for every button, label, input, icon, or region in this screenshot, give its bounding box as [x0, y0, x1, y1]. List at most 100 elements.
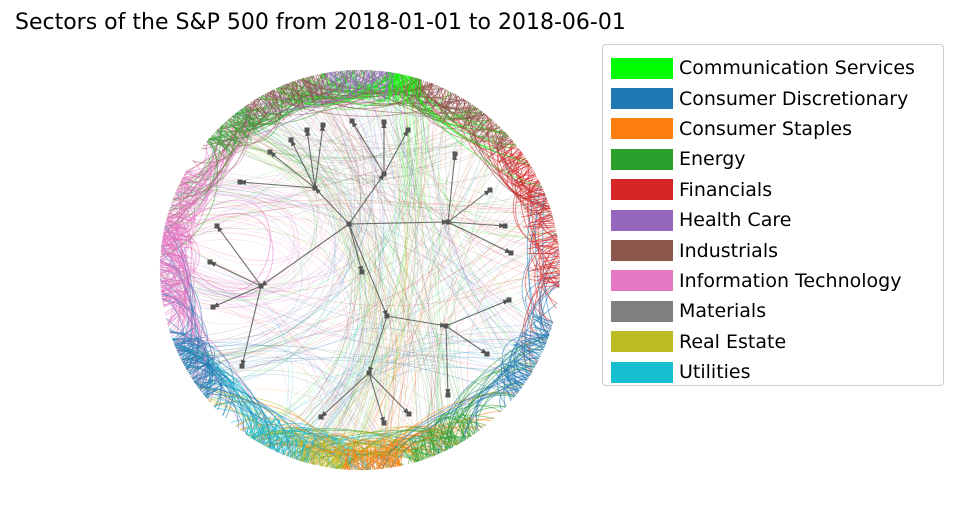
edge-fan [282, 425, 295, 455]
edge-fan [171, 201, 196, 210]
edge-fan [248, 409, 262, 437]
edge-fan [416, 78, 419, 101]
tree-link [447, 221, 506, 229]
edge [368, 72, 416, 470]
edge-fan [261, 419, 281, 445]
tree-link [212, 285, 262, 308]
edge-fan [162, 237, 188, 240]
edge [227, 119, 505, 176]
edge [362, 69, 409, 469]
edge-fan [180, 180, 202, 194]
edge-fan [285, 84, 300, 108]
edge-fan [176, 189, 206, 202]
edge [179, 179, 433, 459]
edge [299, 71, 401, 461]
edge-fan [456, 419, 472, 437]
edge-fan [514, 341, 540, 360]
edge [309, 76, 443, 453]
edge-fan [183, 355, 207, 365]
edge [302, 224, 555, 462]
edge-fan [267, 435, 280, 448]
edge-fan [186, 359, 199, 370]
edge-fan [185, 170, 202, 181]
edge-fan [454, 416, 467, 440]
edge-fan [512, 351, 538, 364]
edge-fan [468, 113, 485, 132]
tree-link [445, 325, 451, 396]
edge [228, 79, 299, 126]
edge [239, 110, 356, 450]
legend-label: Health Care [679, 209, 792, 232]
tree-link [348, 223, 363, 273]
edge-fan [410, 447, 415, 463]
tree-link [320, 372, 370, 418]
edge-fan [173, 197, 198, 205]
edge-fan [506, 373, 524, 387]
edge [385, 71, 464, 442]
edge-fan [277, 87, 290, 106]
edge [268, 91, 515, 398]
edge [293, 81, 382, 464]
edge-fan [437, 430, 449, 450]
hierarchy-tree [207, 118, 514, 426]
edge-fan [514, 157, 527, 168]
edge [163, 227, 381, 471]
tree-node [381, 420, 387, 426]
edge [176, 75, 355, 350]
edge-fan [444, 416, 456, 447]
edge [232, 72, 328, 120]
edge-fan [333, 438, 341, 469]
edge [345, 273, 561, 470]
edge-fan [442, 431, 447, 451]
edge-fan [191, 363, 213, 379]
edge-fan [160, 277, 191, 283]
edge-fan [424, 442, 427, 459]
edge [314, 269, 561, 466]
edge-fan [354, 69, 362, 98]
edge [177, 344, 516, 396]
edge-fan [525, 202, 549, 213]
edge-fan [408, 77, 417, 94]
edge [176, 189, 348, 463]
edge-fan [273, 89, 281, 115]
edge-fan [182, 178, 209, 187]
edge-fan [217, 128, 236, 153]
edge [289, 437, 353, 470]
edge-fan [520, 200, 548, 206]
edge-fan [165, 223, 187, 229]
edge [221, 125, 416, 467]
edge-fan [402, 448, 413, 464]
edge [184, 77, 418, 366]
legend-label: Consumer Staples [679, 117, 853, 140]
edge [507, 302, 558, 397]
legend-item: Consumer Staples [611, 114, 943, 144]
edge-fan [197, 378, 214, 388]
edge-fan [529, 230, 557, 236]
edge-fan [489, 129, 504, 139]
tree-link [351, 120, 385, 175]
edge [220, 125, 401, 468]
edge [247, 104, 394, 469]
edge-fan [234, 113, 250, 132]
edge-fan [359, 69, 366, 95]
edge-fan [485, 126, 501, 135]
tree-node [237, 179, 243, 185]
tree-node [384, 313, 390, 319]
edge-fan [179, 342, 195, 357]
edge [403, 74, 549, 339]
edge-fan [284, 428, 294, 456]
edge-fan [245, 406, 260, 435]
edge [164, 204, 560, 257]
edge [184, 105, 474, 188]
tree-link [239, 179, 316, 189]
edge [256, 98, 353, 453]
edge-fan [519, 350, 537, 365]
edge [238, 110, 529, 186]
edge [363, 89, 447, 471]
edge [266, 92, 366, 459]
edge [430, 82, 520, 150]
edge [174, 193, 536, 368]
edge-fan [178, 342, 206, 355]
edge-fan [236, 112, 260, 133]
edge [300, 132, 506, 462]
